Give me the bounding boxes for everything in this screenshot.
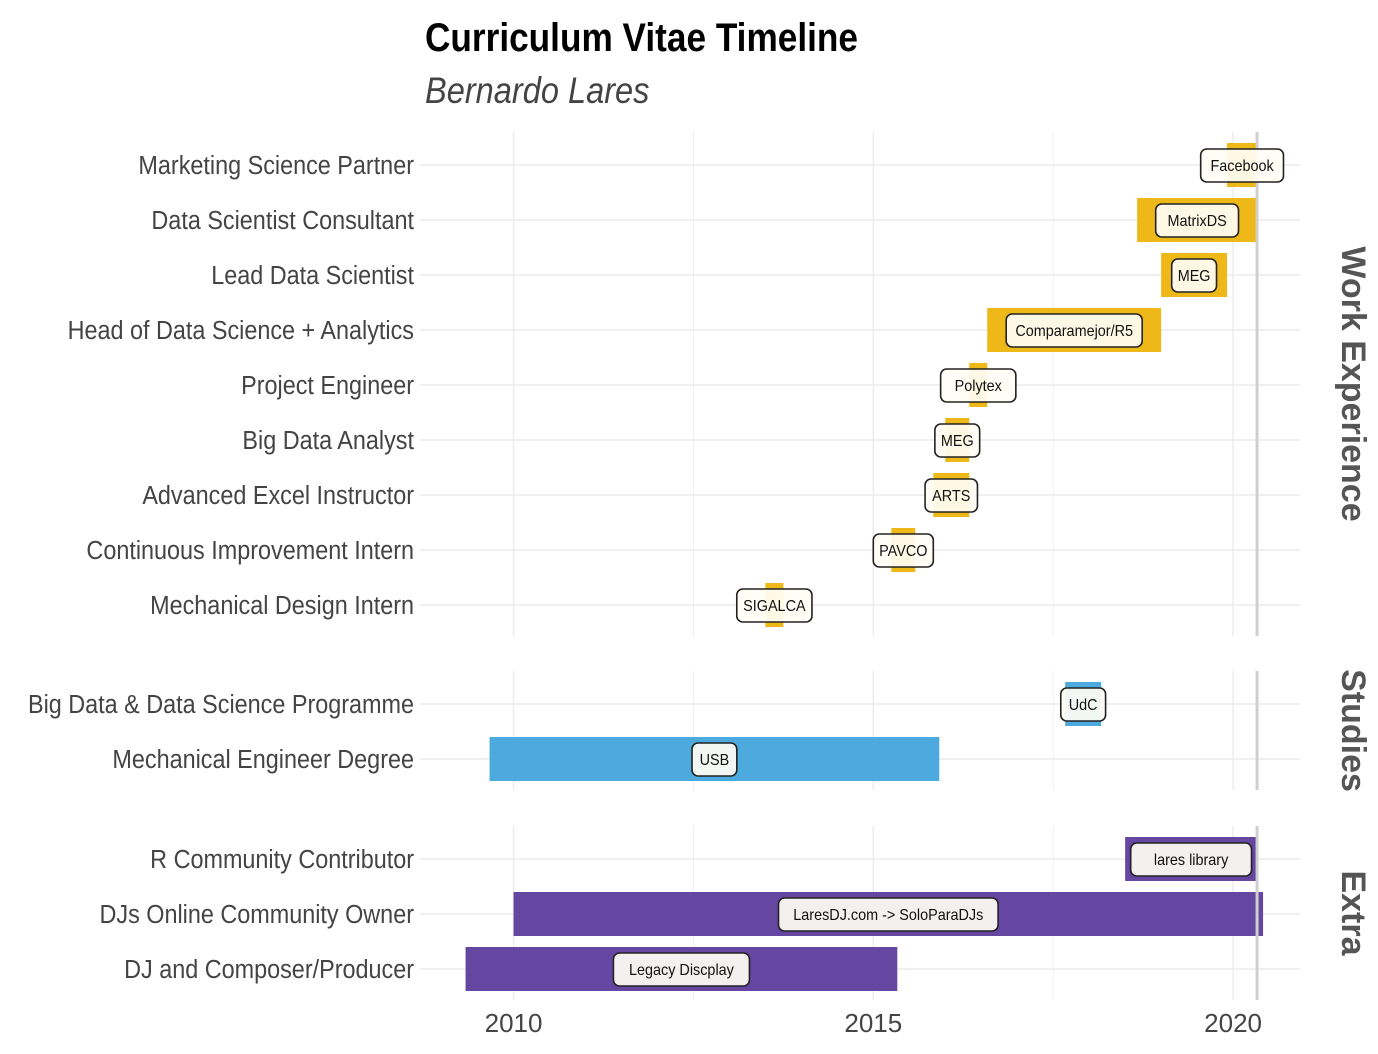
chart-title: Curriculum Vitae Timeline [425,16,858,60]
role-label: Advanced Excel Instructor [142,482,414,510]
role-label: DJ and Composer/Producer [124,956,414,984]
role-label: Mechanical Design Intern [150,592,414,620]
org-label: MEG [941,432,974,450]
org-label: Polytex [955,377,1003,395]
org-label-box [777,897,999,932]
org-label-box [691,742,738,777]
x-tick-label: 2020 [1204,1008,1262,1038]
role-label: DJs Online Community Owner [99,901,414,929]
x-tick-label: 2015 [844,1008,902,1038]
org-label: lares library [1154,851,1229,869]
org-label: PAVCO [879,542,927,560]
org-label-box [939,368,1017,403]
org-label-box [1154,203,1240,238]
org-label-box [924,478,979,513]
org-label-box [872,533,935,568]
org-label: LaresDJ.com -> SoloParaDJs [793,906,983,924]
panel-studies: Big Data & Data Science Programme Mechani… [28,669,1372,792]
role-label: Data Scientist Consultant [151,207,414,235]
chart-subtitle: Bernardo Lares [425,70,650,111]
panel-work-experience: Marketing Science Partner Data Scientist … [68,132,1372,636]
role-label: Mechanical Engineer Degree [112,746,414,774]
org-label: MEG [1178,267,1211,285]
org-label-box [1170,258,1218,293]
org-label: Facebook [1210,157,1274,175]
panel-strip-label: Work Experience [1334,246,1372,521]
org-label: Comparamejor/R5 [1015,322,1133,340]
org-label: ARTS [932,487,970,505]
role-label: Big Data & Data Science Programme [28,691,414,719]
role-label: R Community Contributor [150,846,414,874]
org-label-box [1129,842,1253,877]
org-label-box [1199,148,1285,183]
role-label: Marketing Science Partner [138,152,414,180]
panel-extra: R Community Contributor DJs Online Commun… [99,826,1372,1000]
panel-strip-label: Extra [1334,870,1372,956]
role-label: Project Engineer [241,372,414,400]
org-label-box [735,588,813,623]
org-label: Legacy Discplay [629,961,734,979]
org-label: MatrixDS [1168,212,1227,230]
org-label: UdC [1069,696,1098,714]
org-label-box [1059,687,1107,722]
x-tick-label: 2010 [485,1008,543,1038]
role-label: Continuous Improvement Intern [86,537,414,565]
role-label: Big Data Analyst [242,427,414,455]
org-label: USB [700,751,730,769]
role-label: Lead Data Scientist [211,262,414,290]
org-label-box [934,423,981,458]
panel-strip-label: Studies [1334,669,1372,792]
org-label: SIGALCA [743,597,806,615]
role-label: Head of Data Science + Analytics [68,317,414,345]
org-label-box [612,952,751,987]
org-label-box [1005,313,1143,348]
